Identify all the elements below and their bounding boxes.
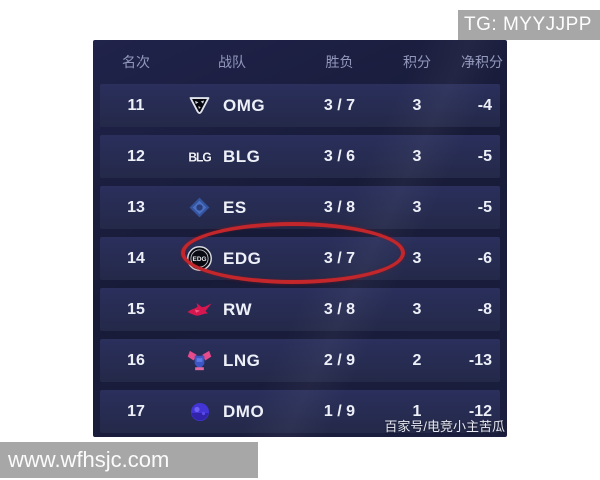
rank-value: 11 — [127, 96, 145, 114]
points-value: 2 — [412, 351, 422, 369]
points-value: 1 — [412, 402, 422, 420]
points-value: 3 — [412, 198, 422, 216]
netpoints-value: -5 — [477, 198, 492, 216]
rank-value: 17 — [127, 402, 145, 420]
team-name: DMO — [223, 401, 265, 421]
table-row-edg[interactable]: 14 EDG EDG 3 / 7 3 -6 — [100, 237, 500, 280]
standings-rows: 11 OMG 3 / 7 3 -4 — [93, 84, 507, 433]
es-diamond-logo-icon — [186, 194, 213, 221]
netpoints-value: -13 — [468, 351, 492, 369]
team-name: RW — [223, 299, 253, 319]
team-name: BLG — [223, 146, 261, 166]
table-row-lng[interactable]: 16 LNG 2 / 9 2 -13 — [100, 339, 500, 382]
points-value: 3 — [412, 300, 422, 318]
omg-triangle-logo-icon — [186, 92, 213, 119]
team-name: LNG — [223, 350, 261, 370]
rank-value: 15 — [127, 300, 145, 318]
rw-bird-logo-icon — [186, 296, 213, 323]
netpoints-value: -12 — [468, 402, 492, 420]
rank-value: 16 — [127, 351, 145, 369]
table-row-blg[interactable]: 12 BLG BLG 3 / 6 3 -5 — [100, 135, 500, 178]
team-cell: BLG BLG — [172, 143, 292, 170]
table-row-es[interactable]: 13 ES 3 / 8 3 -5 — [100, 186, 500, 229]
record-value: 1 / 9 — [323, 402, 356, 420]
points-value: 3 — [412, 147, 422, 165]
standings-header-row: 名次 战队 胜负 积分 净积分 — [100, 40, 505, 84]
team-name: EDG — [223, 248, 262, 268]
record-value: 3 / 7 — [323, 96, 356, 114]
lng-crest-logo-icon — [186, 347, 213, 374]
tg-contact-text: TG: MYYJJPP — [464, 14, 592, 35]
credit-text: 百家号/电竞小主苦瓜 — [384, 419, 505, 434]
team-cell: EDG EDG — [172, 245, 292, 272]
record-value: 3 / 6 — [323, 147, 356, 165]
team-cell: RW — [172, 296, 292, 323]
dmo-orb-logo-icon — [186, 398, 213, 425]
team-name: OMG — [223, 95, 266, 115]
record-value: 2 / 9 — [323, 351, 356, 369]
header-record: 胜负 — [325, 54, 354, 70]
rank-value: 12 — [127, 147, 145, 165]
team-cell: LNG — [172, 347, 292, 374]
netpoints-value: -5 — [477, 147, 492, 165]
team-cell: OMG — [172, 92, 292, 119]
netpoints-value: -6 — [477, 249, 492, 267]
table-row-omg[interactable]: 11 OMG 3 / 7 3 -4 — [100, 84, 500, 127]
record-value: 3 / 8 — [323, 300, 356, 318]
header-rank: 名次 — [122, 54, 150, 70]
watermark-bar: www.wfhsjc.com — [0, 442, 258, 478]
points-value: 3 — [412, 249, 422, 267]
record-value: 3 / 8 — [323, 198, 356, 216]
header-points: 积分 — [403, 54, 431, 70]
header-team: 战队 — [218, 54, 246, 70]
netpoints-value: -8 — [477, 300, 492, 318]
standings-panel: 名次 战队 胜负 积分 净积分 11 OMG — [93, 40, 507, 437]
watermark-text: www.wfhsjc.com — [8, 447, 170, 472]
header-netpoints: 净积分 — [461, 54, 503, 70]
table-row-dmo[interactable]: 17 DMO 1 / 9 1 -12 — [100, 390, 500, 433]
netpoints-value: -4 — [477, 96, 492, 114]
svg-text:EDG: EDG — [193, 256, 207, 263]
points-value: 3 — [412, 96, 422, 114]
tg-contact-badge: TG: MYYJJPP — [458, 10, 600, 40]
rank-value: 13 — [127, 198, 145, 216]
rank-value: 14 — [127, 249, 145, 267]
table-row-rw[interactable]: 15 RW 3 / 8 3 -8 — [100, 288, 500, 331]
edg-circle-logo-icon: EDG — [186, 245, 213, 272]
blg-wordmark-logo-icon: BLG — [188, 148, 211, 165]
team-cell: DMO — [172, 398, 292, 425]
team-cell: ES — [172, 194, 292, 221]
team-name: ES — [223, 197, 247, 217]
record-value: 3 / 7 — [323, 249, 356, 267]
